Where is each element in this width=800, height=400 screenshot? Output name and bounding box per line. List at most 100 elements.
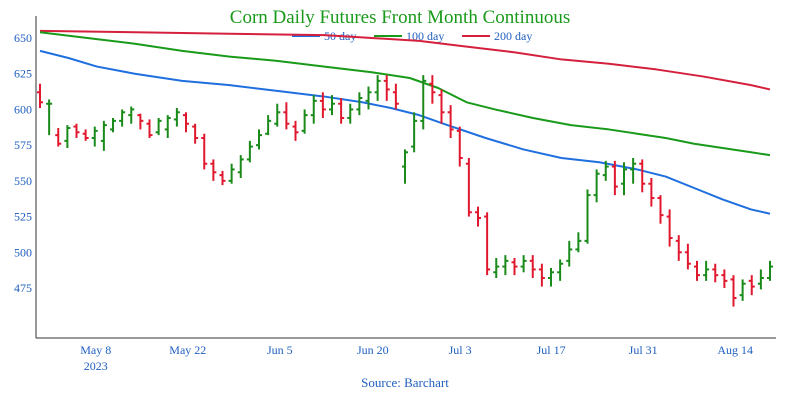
ohlc-bar — [301, 109, 308, 134]
ohlc-bar — [383, 75, 390, 101]
ohlc-bar — [283, 102, 290, 130]
ohlc-bar — [675, 235, 682, 261]
ohlc-bar — [292, 120, 299, 141]
ohlc-bar — [183, 112, 189, 133]
y-tick-label: 650 — [14, 31, 32, 45]
ohlc-bar — [429, 75, 436, 104]
ohlc-bar — [420, 75, 427, 130]
ohlc-bar — [219, 170, 226, 186]
ohlc-bar — [602, 160, 609, 181]
ohlc-bar — [739, 279, 746, 301]
ohlc-bar — [265, 115, 272, 136]
ohlc-bar — [621, 162, 627, 196]
ohlc-bar — [456, 126, 463, 167]
x-tick-label: Jul 3 — [449, 343, 472, 357]
y-tick-label: 475 — [14, 281, 32, 295]
y-axis: 475 500 525 550 575 600 625 650 — [14, 16, 776, 339]
ohlc-bar — [100, 120, 107, 151]
ohlc-bar — [548, 268, 554, 287]
x-tick-label: May 22 — [169, 343, 206, 357]
ohlc-bar — [91, 126, 98, 147]
x-tick-label: Jul 17 — [537, 343, 566, 357]
ohlc-bar — [465, 158, 472, 217]
ohlc-bar — [520, 255, 527, 273]
ohlc-bar — [630, 158, 637, 184]
price-bars — [37, 75, 773, 307]
ohlc-bar — [438, 89, 445, 124]
ohlc-bar — [593, 169, 600, 203]
ohlc-bar — [493, 258, 500, 278]
ohlc-bar — [55, 128, 62, 147]
ohlc-bar — [338, 98, 345, 124]
ohlc-bar — [192, 123, 199, 144]
ohlc-bar — [128, 106, 135, 124]
ohlc-bar — [484, 212, 491, 276]
ohlc-bar — [329, 95, 335, 116]
ohlc-bar — [374, 75, 381, 101]
y-tick-label: 625 — [14, 67, 32, 81]
ohlc-bar — [611, 160, 618, 196]
ohlc-bar — [64, 125, 71, 148]
x-tick-label: Aug 14 — [717, 343, 753, 357]
ohlc-bar — [237, 155, 244, 178]
ohlc-bar — [730, 275, 737, 307]
legend-label: 100 day — [406, 29, 444, 43]
ohlc-bar — [639, 159, 646, 193]
ma200-line — [39, 29, 771, 91]
legend-item-ma200: 200 day — [462, 29, 532, 43]
ohlc-bar — [155, 118, 162, 136]
y-tick-label: 550 — [14, 174, 32, 188]
ohlc-bar — [46, 99, 53, 136]
ohlc-bar — [73, 123, 80, 138]
x-tick-label: Jul 31 — [629, 343, 658, 357]
ohlc-bar — [721, 269, 728, 288]
ohlc-bar — [703, 260, 710, 281]
ohlc-bar — [511, 258, 518, 276]
ohlc-bar — [529, 255, 536, 278]
ohlc-bar — [557, 259, 564, 281]
ohlc-bar — [575, 232, 582, 253]
ohlc-bar — [274, 103, 281, 127]
ohlc-bar — [356, 92, 363, 116]
ohlc-bar — [347, 103, 354, 124]
x-tick-label: May 8 — [80, 343, 111, 357]
y-tick-label: 575 — [14, 138, 32, 152]
ohlc-bar — [310, 95, 317, 124]
y-tick-label: 600 — [14, 102, 32, 116]
chart-title: Corn Daily Futures Front Month Continuou… — [230, 7, 570, 28]
ohlc-bar — [584, 189, 591, 244]
ohlc-bar — [447, 105, 454, 138]
ohlc-bar — [319, 92, 326, 118]
ohlc-bar — [164, 115, 171, 138]
source-label: Source: Barchart — [361, 375, 449, 390]
moving-averages — [39, 29, 771, 215]
ohlc-bar — [538, 263, 545, 287]
legend-item-ma100: 100 day — [374, 29, 444, 43]
x-tick-label: Jun 20 — [357, 343, 389, 357]
y-tick-label: 525 — [14, 210, 32, 224]
ohlc-bar — [502, 255, 509, 276]
ohlc-bar — [402, 149, 408, 184]
ohlc-bar — [201, 133, 208, 170]
ohlc-bar — [648, 178, 655, 207]
y-tick-label: 500 — [14, 245, 32, 259]
ohlc-bar — [757, 269, 764, 290]
x-axis: May 8 2023 May 22 Jun 5 Jun 20 Jul 3 Jul 17 Jul… — [80, 343, 753, 373]
ohlc-bar — [119, 109, 126, 127]
ohlc-bar — [82, 129, 89, 141]
ohlc-bar — [210, 159, 217, 181]
ohlc-bar — [684, 243, 691, 270]
ma50-line — [39, 49, 771, 215]
ohlc-bar — [475, 206, 481, 227]
ohlc-bar — [365, 86, 372, 110]
ohlc-bar — [657, 195, 664, 224]
ma100-line — [39, 31, 771, 157]
ohlc-bar — [712, 263, 719, 283]
ohlc-bar — [37, 83, 43, 108]
ohlc-bar — [173, 108, 180, 127]
ohlc-bar — [694, 260, 700, 281]
ohlc-bar — [748, 275, 755, 296]
ohlc-bar — [666, 209, 673, 247]
ohlc-bar — [146, 119, 153, 138]
